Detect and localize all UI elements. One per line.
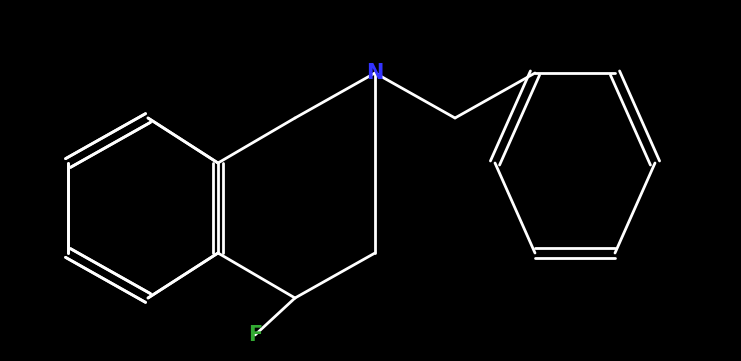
- Text: N: N: [366, 63, 384, 83]
- Text: F: F: [248, 325, 262, 345]
